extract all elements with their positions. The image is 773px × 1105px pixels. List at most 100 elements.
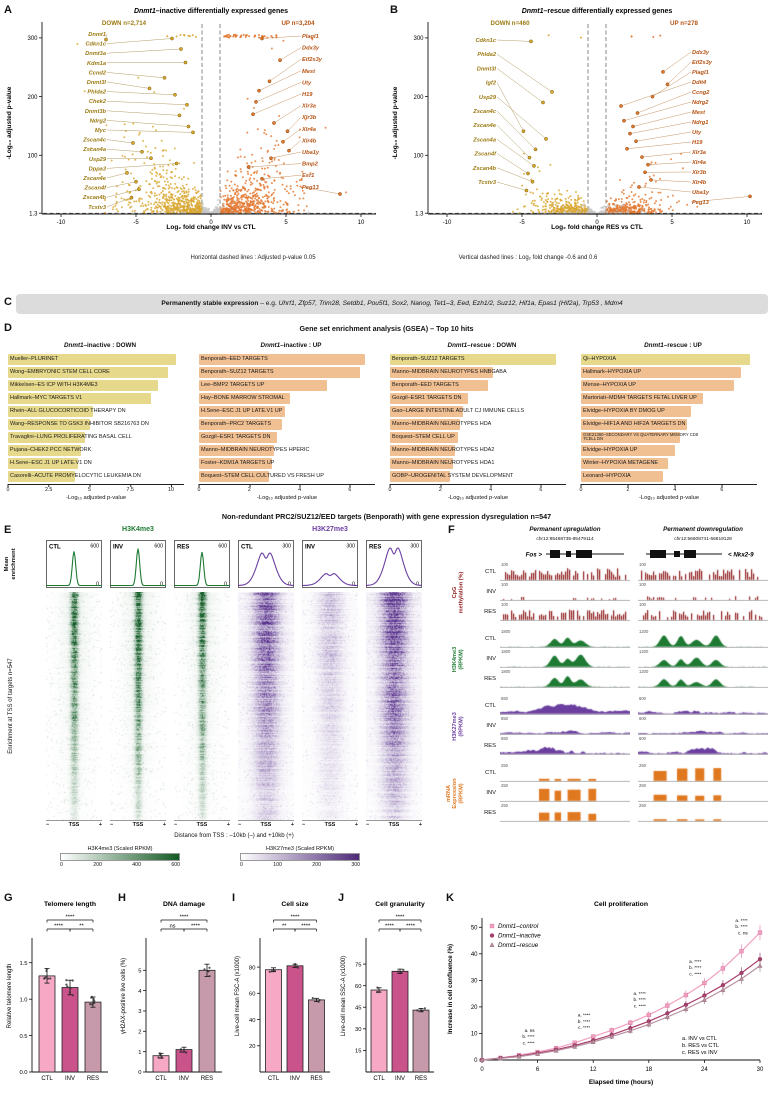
gsea-bar [390,367,494,378]
gsea-x-tick: 6 [348,484,352,493]
svg-text:Mean: Mean [4,556,10,571]
gsea-row: Elvidge–HYPOXIA UP [581,444,757,457]
track-scale-value: 1200 [639,629,649,634]
gsea-row: Manno–MIDBRAIN NEUROTYPES HNBGABA [390,366,566,379]
svg-text:a. ****: a. **** [634,991,646,996]
heatmap-k27-INV [302,592,358,821]
panel-a-letter: A [4,4,12,16]
svg-text:Increase in cell confluence (%: Increase in cell confluence (%) [447,944,454,1034]
heatmap-k4-RES [174,592,230,821]
gsea-bar [199,419,282,430]
track-scale-value: 100 [501,562,508,567]
banner-gene-list: Uhrf1, Zfp57, Trim28, Setdb1, Pou5f1, So… [278,300,623,307]
svg-text:RES: RES [415,1076,427,1082]
region-coordinates: chr12:56608741-56619128 [674,537,732,542]
gene-label: Plagl1 [302,34,319,40]
gsea-row: Boquest–STEM CELL CULTURED VS FRESH UP [199,470,375,483]
gene-label: Tcstv3 [88,205,107,211]
gsea-row: Benporath–SUZ12 TARGETS [390,353,566,366]
svg-text:****: **** [54,924,64,930]
gsea-bar-label: Wong–EMBRYONIC STEM CELL CORE [10,369,110,376]
gsea-bar-label: Gozgil–ESR1 TARGETS DN [392,395,462,402]
gsea-x-tick: 5 [88,484,91,493]
gsea-row: Leonard–HYPOXIA [581,470,757,483]
gsea-bar-label: Winter–HYPOXIA METAGENE [583,460,659,467]
panel-e-letter: E [4,524,12,536]
track-sample-label: INV [486,656,496,662]
gsea-row: Hallmark–HYPOXIA UP [581,366,757,379]
svg-text:45: 45 [355,1005,361,1011]
gsea-bar-label: GOBP–UROGENITAL SYSTEM DEVELOPMENT [392,473,514,480]
heatmap-x-ticks: − TSS + [110,822,166,828]
gene-label: Xlr3a [301,104,316,110]
gene-label: Peg13 [302,185,320,191]
gsea-x-axis: 0 2.5 5 7.5 10 [7,484,184,493]
gsea-bar-label: Elvidge–HYPOXIA UP [583,447,638,454]
svg-text:Cell proliferation: Cell proliferation [594,901,648,908]
gsea-bar-label: Rhein–ALL GLUCOCORTICOID THERAPY DN [10,408,126,415]
gene-label: Zscan4f [84,186,108,192]
svg-text:0.5: 0.5 [19,1034,27,1040]
svg-text:CTL: CTL [268,1076,280,1082]
gsea-bar [8,380,158,391]
svg-text:γH2AX-positive live cells (%): γH2AX-positive live cells (%) [121,958,127,1034]
track-sample-label: CTL [485,569,496,575]
gsea-row: Gozgil–ESR1 TARGETS DN [390,392,566,405]
gsea-x-tick: 4 [298,484,302,493]
svg-text:15: 15 [355,1049,361,1055]
svg-text:3: 3 [138,1009,141,1015]
genome-track-RES [638,738,768,755]
gene-label: Dnmt1 [88,32,106,38]
gsea-bar-label: Manno–MIDBRAIN NEUROTYPES HPERIC [201,447,310,454]
svg-text:c. ns: c. ns [738,930,748,935]
gsea-bar [199,367,360,378]
gene-label: Tcstv3 [478,180,497,186]
banner-bold-text: Permanently stable expression [161,300,259,307]
gene-label: Zscan4b [82,195,107,201]
gsea-column-header: Dnmt1–rescue : UP [644,342,702,349]
gene-label: Xlr3b [691,170,707,176]
volcano-plot-inactive: Dnmt1–inactive differentially expressed … [6,8,376,231]
svg-text:****: **** [290,915,300,921]
genome-track-CTL [638,765,768,782]
track-scale-value: 1800 [501,649,511,654]
gene-label: Uba1y [302,150,320,156]
h3k27me3-group-title: H3K27me3 [312,526,348,533]
gsea-x-tick: 7.5 [126,484,134,493]
svg-text:H3K4me3: H3K4me3 [452,647,458,673]
gsea-bar-label: H.Sene–ESC J1 UP LATE.V1 DN [10,460,92,467]
svg-text:0: 0 [474,1058,478,1064]
track-scale-value: 650 [501,696,508,701]
svg-text:(RPKM): (RPKM) [458,783,464,803]
gsea-bar-label: Mense–HYPOXIA UP [583,382,636,389]
stable-expression-banner: Permanently stable expression – e.g. Uhr… [16,294,768,314]
svg-text:20: 20 [249,1044,255,1050]
svg-text:b. ****: b. **** [634,997,646,1002]
gsea-bar [390,458,453,469]
gsea-column-rescue-up: Dnmt1–rescue : UP Qi–HYPOXIA Hallmark–HYPO… [580,342,765,501]
gsea-bar-label: Hallmark–HYPOXIA UP [583,369,642,376]
track-scale-value: 1200 [639,669,649,674]
svg-text:****: **** [395,915,405,921]
svg-text:CTL: CTL [41,1076,53,1082]
gene-label: Uty [302,80,312,86]
genome-track-RES [500,604,630,621]
svg-text:**: ** [79,924,84,930]
gene-label: Xlr4b [691,180,707,186]
svg-text:****: **** [179,915,189,921]
svg-text:Live-cell mean FSC-A (x1000): Live-cell mean FSC-A (x1000) [235,956,241,1036]
track-scale-value: 600 [639,736,646,741]
genome-track-RES [500,805,630,822]
svg-text:INV: INV [395,1076,405,1082]
gsea-bar [199,354,365,365]
gsea-axis-label: -Log₁₀ adjusted p-value [447,495,509,501]
svg-text:75: 75 [355,962,361,968]
heatmap-k4-INV [110,592,166,821]
svg-text:****: **** [301,924,311,930]
gsea-column-inactive-down: Dnmt1–inactive : DOWN Mueller–PLURINET Won… [7,342,192,501]
svg-text:**: ** [282,924,287,930]
